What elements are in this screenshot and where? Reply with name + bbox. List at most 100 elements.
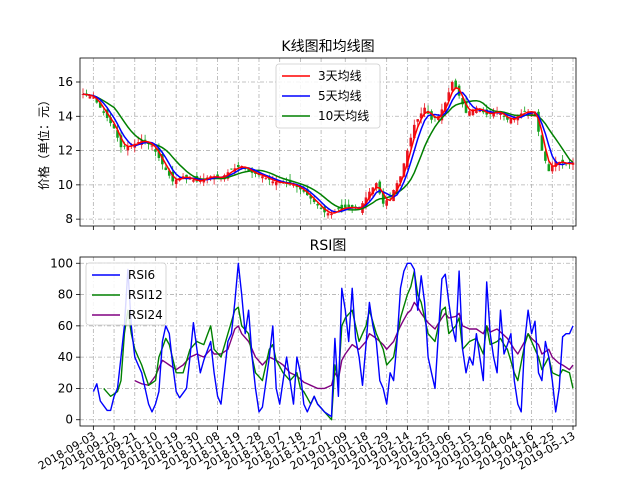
candle-body [181,176,185,178]
candle-body [164,167,168,170]
candle-body [109,117,112,124]
candle-body [205,177,209,179]
candle-body [88,96,92,99]
candle-body [278,182,281,184]
rsi-y-ticks: 0 20 40 60 80 100 [50,256,80,427]
candle-body [419,113,423,119]
candle-body [292,184,295,186]
candle-body [264,178,268,179]
candle-body [385,200,388,206]
kline-x-ticks [92,226,574,230]
candle-body [468,111,471,116]
kline-ytick-label: 8 [65,212,73,226]
kline-frame [79,57,577,227]
candle-body [288,179,292,185]
ma5-line [82,91,574,213]
candle-body [295,185,299,188]
candle-body [471,109,475,116]
candle-body [319,207,323,209]
rsi6-line [92,262,574,418]
candle-body [302,189,306,192]
rsi12-line [103,270,574,421]
candle-body [547,164,551,172]
candle-body [550,166,554,172]
candle-body [268,178,271,180]
legend-rsi24-label: RSI24 [128,308,163,322]
candle-body [136,142,140,143]
candle-body [492,112,495,117]
candle-body [230,168,233,170]
candle-body [381,191,385,204]
candle-body [192,180,195,182]
candle-body [92,97,95,99]
rsi-lines [92,262,574,421]
rsi-ytick-label: 80 [58,288,73,302]
candle-body [236,164,240,168]
legend-ma5-label: 5天均线 [318,89,362,103]
kline-legend: 3天均线 5天均线 10天均线 [275,63,381,129]
candle-body [250,171,254,173]
candle-body [340,204,344,209]
candle-body [116,130,119,138]
candle-body [450,82,454,91]
candle-body [368,191,371,199]
candle-body [154,149,157,152]
candle-body [540,135,544,151]
candle-body [95,97,99,103]
candle-body [243,168,247,170]
candle-body [475,107,478,114]
ma10-line [82,93,574,211]
candle-body [526,111,530,115]
candle-body [216,174,219,178]
candle-body [399,176,402,183]
kline-ytick-label: 10 [58,178,73,192]
rsi-title: RSI图 [310,238,347,254]
candle-body [326,213,330,216]
rsi-ytick-label: 0 [65,413,73,427]
candle-body [402,163,406,177]
candle-body [343,204,347,208]
candle-body [126,146,130,151]
candle-body [395,183,399,192]
kline-ylabel: 价格（单位：元） [36,94,51,190]
rsi-ytick-label: 100 [50,256,73,270]
candle-body [188,178,192,180]
candle-body [509,118,513,124]
candle-body [309,195,313,199]
candle-body [554,160,558,167]
kline-grid [80,58,576,226]
candle-body [364,197,368,205]
kline-title: K线图和均线图 [281,39,374,55]
rsi-x-ticks: 2018-09-032018-09-122018-09-212018-10-10… [36,426,578,473]
candle-body [481,109,485,113]
candle-body [371,187,375,195]
candle-body [461,98,464,105]
candle-body [337,208,340,210]
candle-body [123,145,126,147]
candle-body [350,205,354,208]
candle-body [98,102,102,108]
candle-body [544,151,547,161]
candle-body [447,92,451,101]
candle-body [119,135,123,148]
rsi-ytick-label: 20 [58,381,73,395]
candle-body [423,107,426,114]
candle-body [454,80,457,89]
candle-body [167,170,171,176]
candle-body [261,176,264,179]
rsi-ytick-label: 40 [58,350,73,364]
candle-body [375,183,378,189]
candle-body [271,181,275,184]
kline-legend-box [275,63,381,129]
candle-body [112,123,116,129]
candle-body [406,150,409,167]
candle-body [316,204,319,206]
ma3-line [82,86,574,214]
legend-ma10-label: 10天均线 [318,109,369,123]
candle-body [464,101,468,113]
candle-body [312,199,316,202]
candle-body [506,116,509,120]
candle-body [150,145,154,147]
candle-body [409,137,413,147]
legend-rsi6-label: RSI6 [128,268,155,282]
